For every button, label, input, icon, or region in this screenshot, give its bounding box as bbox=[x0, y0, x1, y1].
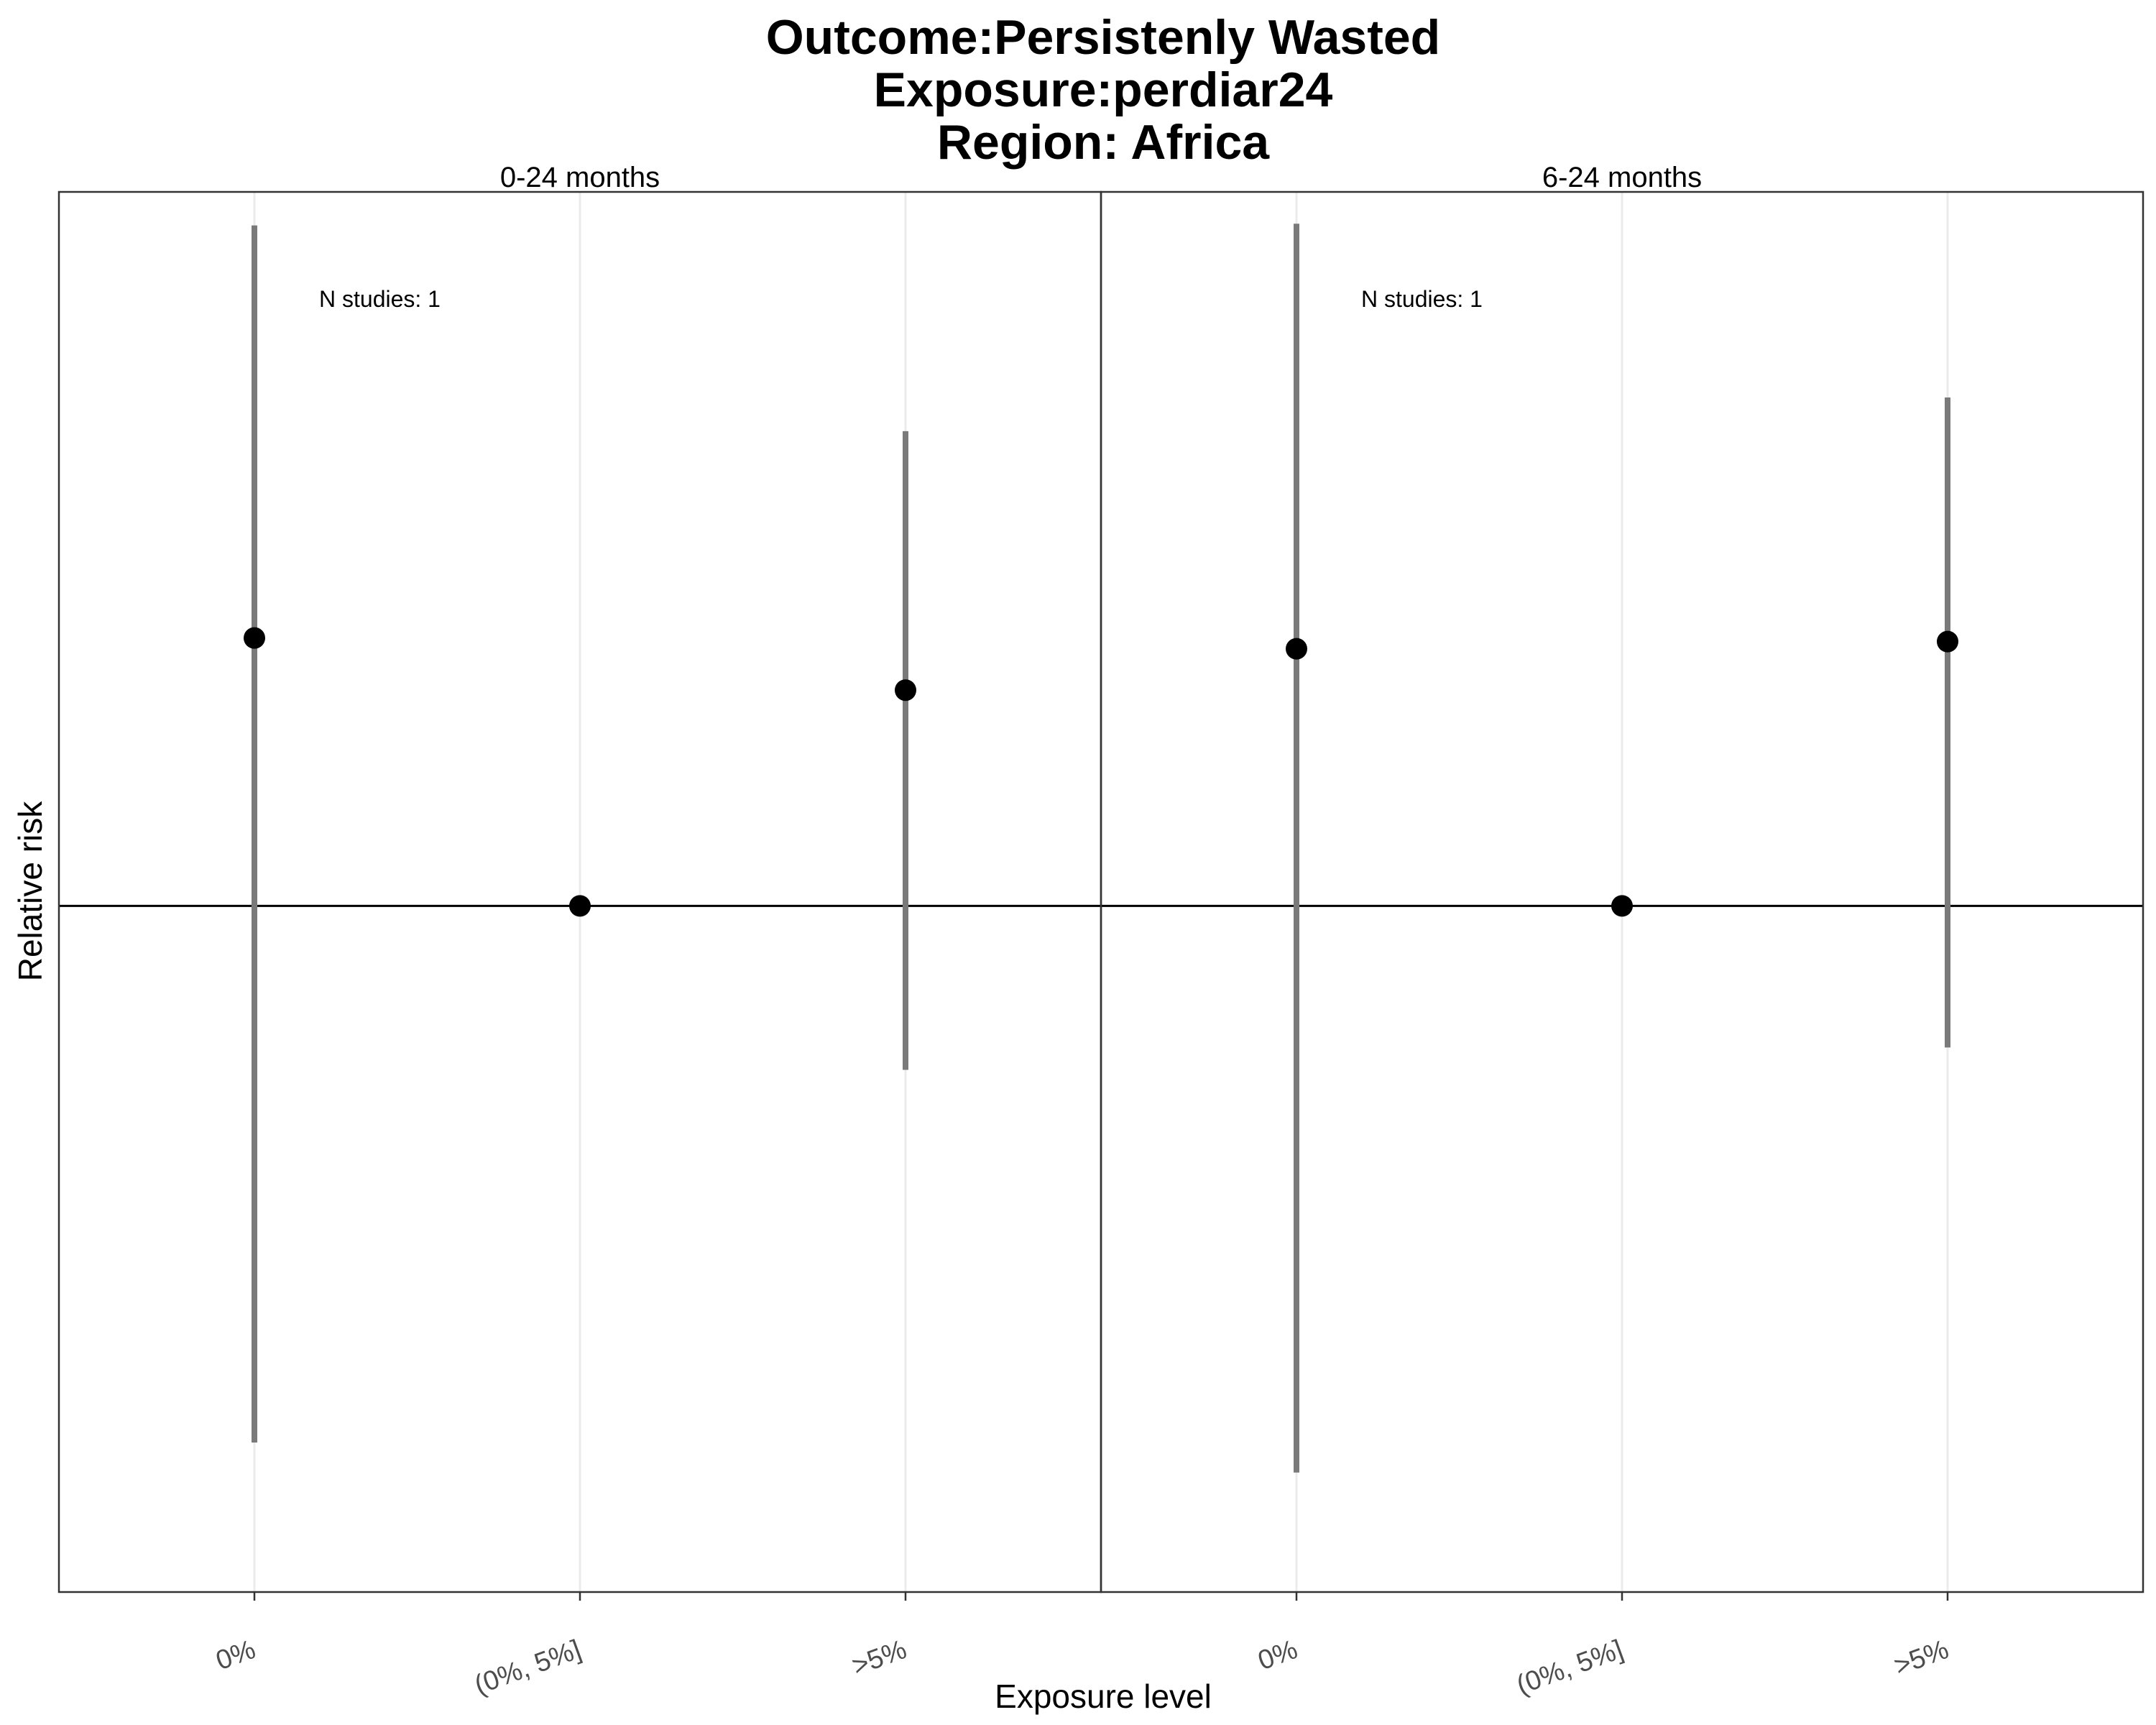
x-tick-label: (0%, 5%] bbox=[471, 1634, 585, 1701]
facet-panel-1: 0-24 months N studies: 1 0% (0%, 5%] >5% bbox=[57, 162, 1102, 1701]
data-point bbox=[1937, 630, 1958, 653]
data-point bbox=[895, 679, 916, 702]
x-tick-label: 0% bbox=[212, 1634, 259, 1676]
x-tick-label: (0%, 5%] bbox=[1513, 1634, 1627, 1701]
data-point bbox=[1286, 638, 1307, 660]
data-point bbox=[244, 627, 265, 649]
x-tick-label: 0% bbox=[1254, 1634, 1302, 1676]
data-point bbox=[1611, 895, 1633, 917]
y-axis-title: Relative risk bbox=[11, 801, 49, 982]
data-point bbox=[569, 895, 591, 917]
chart-title: Outcome:Persistenly Wasted Exposure:perd… bbox=[766, 10, 1440, 170]
title-line-2: Exposure:perdiar24 bbox=[874, 63, 1333, 117]
n-studies-label: N studies: 1 bbox=[319, 286, 441, 312]
facet-strip-label: 6-24 months bbox=[1542, 162, 1702, 193]
x-axis-title: Exposure level bbox=[995, 1678, 1212, 1715]
title-line-3: Region: Africa bbox=[937, 115, 1270, 170]
title-line-1: Outcome:Persistenly Wasted bbox=[766, 10, 1440, 65]
n-studies-label: N studies: 1 bbox=[1361, 286, 1483, 312]
facet-strip-label: 0-24 months bbox=[500, 162, 660, 193]
facet-panel-2: 6-24 months N studies: 1 0% (0%, 5%] >5% bbox=[1100, 162, 2145, 1701]
x-tick-label: >5% bbox=[848, 1634, 911, 1682]
x-tick-label: >5% bbox=[1890, 1634, 1953, 1682]
